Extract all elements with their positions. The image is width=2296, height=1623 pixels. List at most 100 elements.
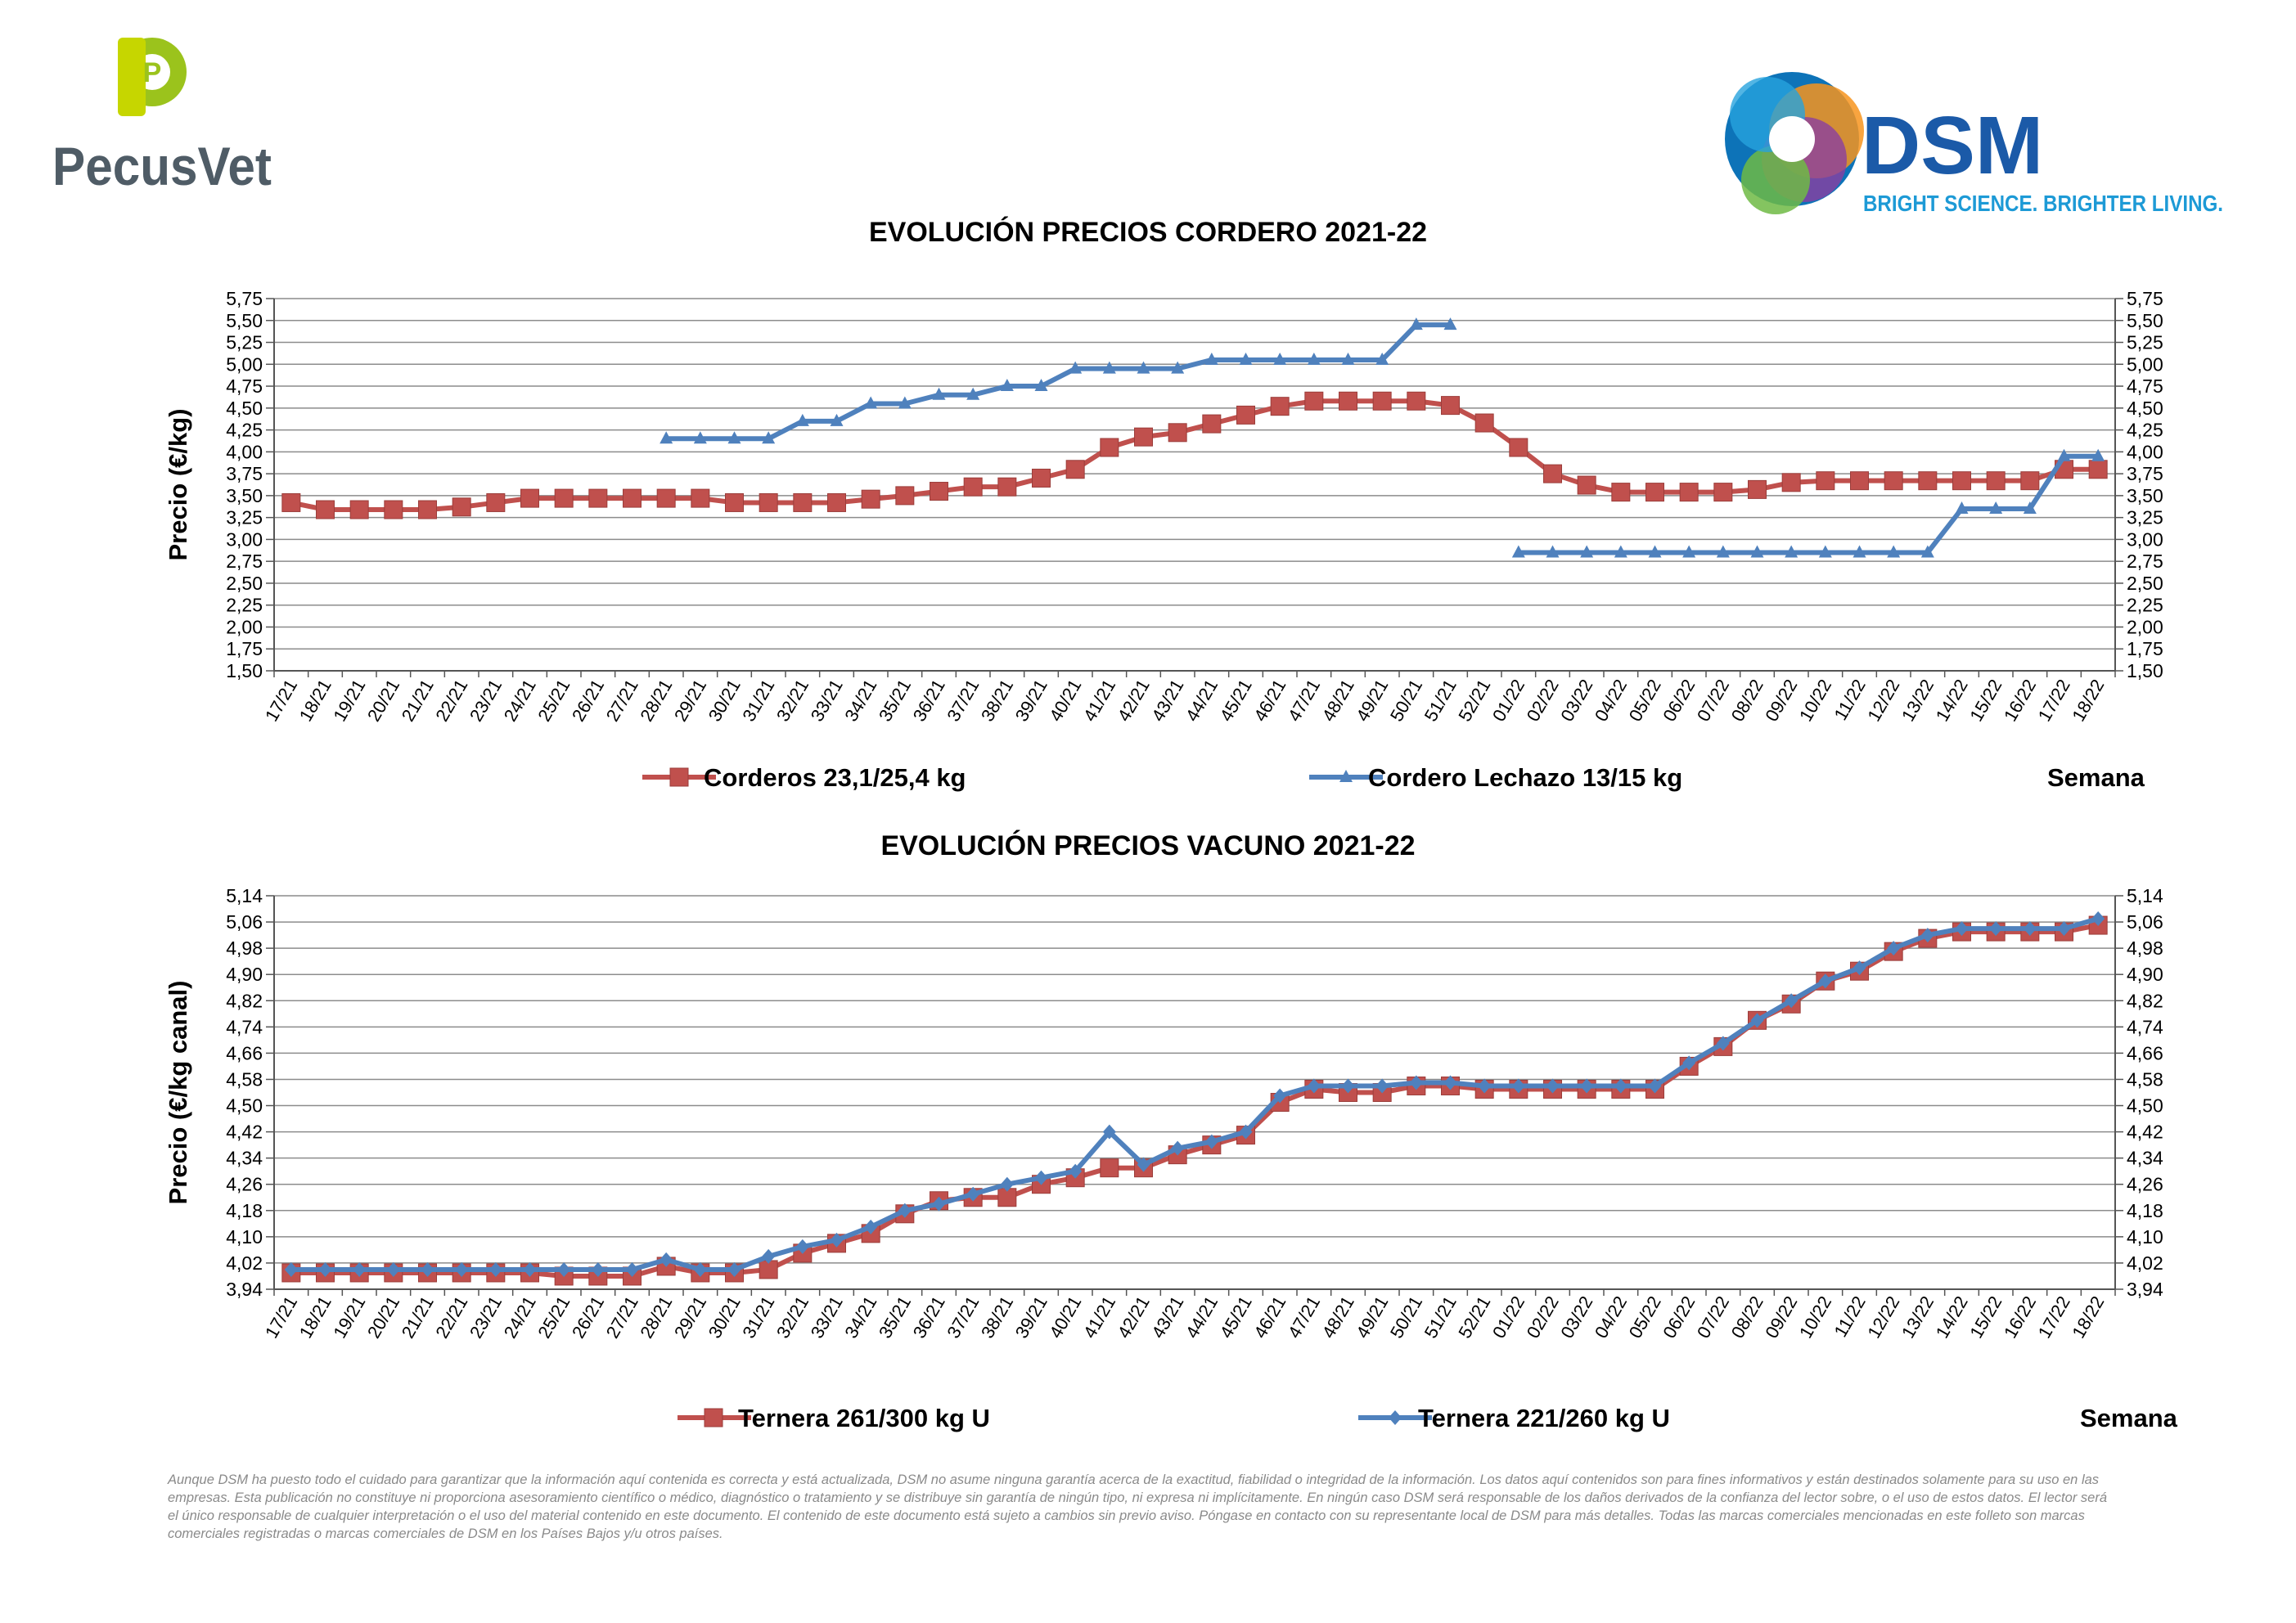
- x-tick-label: 48/21: [1318, 1293, 1358, 1342]
- x-tick-label: 22/21: [431, 676, 471, 725]
- x-tick-label: 17/21: [261, 676, 301, 725]
- data-point: [1137, 1157, 1150, 1172]
- data-point: [660, 431, 673, 444]
- data-point: [693, 1261, 707, 1277]
- y-tick-label: 5,50: [226, 310, 263, 331]
- data-point: [1137, 361, 1150, 374]
- data-point: [1341, 1078, 1355, 1094]
- data-point: [864, 396, 878, 409]
- data-point: [1307, 1078, 1321, 1094]
- y-tick-label: 5,06: [226, 911, 263, 933]
- x-tick-label: 29/21: [670, 1293, 710, 1342]
- series-1: [281, 915, 2108, 1286]
- data-point: [727, 1261, 741, 1277]
- x-tick-label: 03/22: [1556, 1293, 1596, 1342]
- data-point: [2023, 921, 2037, 937]
- data-point: [1781, 473, 1801, 492]
- y-tick-label: 3,50: [226, 485, 263, 506]
- data-point: [623, 488, 642, 508]
- data-point: [1785, 993, 1799, 1009]
- x-tick-label: 27/21: [602, 1293, 642, 1342]
- data-point: [1065, 460, 1085, 479]
- data-point: [1679, 483, 1699, 502]
- data-point: [554, 488, 574, 508]
- y-tick-label-right: 1,50: [2127, 660, 2163, 681]
- pecusvet-logo-letter: P: [143, 57, 162, 88]
- x-tick-label: 34/21: [840, 1293, 880, 1342]
- x-tick-label: 42/21: [1114, 676, 1154, 725]
- y-tick-label-right: 4,98: [2127, 937, 2163, 959]
- x-tick-label: 24/21: [500, 676, 540, 725]
- data-point: [1887, 941, 1901, 956]
- data-point: [1375, 352, 1389, 365]
- y-tick-label: 4,90: [226, 964, 263, 985]
- x-tick-label: 37/21: [943, 676, 983, 725]
- data-point: [830, 1232, 844, 1248]
- x-tick-label: 18/22: [2068, 1293, 2108, 1342]
- data-point: [1648, 545, 1662, 558]
- y-tick-label-right: 3,25: [2127, 507, 2163, 528]
- series-line: [1518, 453, 2099, 555]
- y-tick-label: 4,34: [226, 1148, 263, 1169]
- x-tick-label: 45/21: [1216, 676, 1256, 725]
- data-point: [1168, 423, 1187, 443]
- x-tick-label: 33/21: [807, 676, 847, 725]
- x-tick-label: 07/22: [1693, 676, 1733, 725]
- data-point: [557, 1261, 571, 1277]
- x-tick-label: 32/21: [772, 1293, 813, 1342]
- data-point: [452, 497, 471, 517]
- y-tick-label-right: 3,50: [2127, 485, 2163, 506]
- y-tick-label-right: 5,06: [2127, 911, 2163, 933]
- data-point: [1920, 545, 1934, 558]
- legend-label: Cordero Lechazo 13/15 kg: [1368, 763, 1682, 792]
- data-point: [625, 1261, 639, 1277]
- x-tick-label: 40/21: [1045, 1293, 1085, 1342]
- data-point: [1920, 928, 1934, 943]
- y-tick-label: 4,42: [226, 1122, 263, 1143]
- x-tick-label: 25/21: [533, 676, 574, 725]
- y-tick-label-right: 3,75: [2127, 463, 2163, 484]
- y-tick-label: 2,25: [226, 595, 263, 616]
- y-tick-label-right: 4,34: [2127, 1148, 2163, 1169]
- disclaimer-text: Aunque DSM ha puesto todo el cuidado par…: [168, 1472, 2107, 1541]
- x-tick-label: 03/22: [1556, 676, 1596, 725]
- x-tick-label: 14/22: [1932, 676, 1972, 725]
- y-tick-label: 3,25: [226, 507, 263, 528]
- x-tick-label: 10/22: [1795, 676, 1835, 725]
- data-point: [966, 1186, 980, 1202]
- data-point: [588, 488, 608, 508]
- data-point: [1511, 545, 1525, 558]
- x-tick-label: 47/21: [1284, 676, 1324, 725]
- data-point: [2023, 501, 2037, 514]
- x-tick-label: 21/21: [398, 1293, 438, 1342]
- legend-marker: [669, 767, 689, 787]
- x-tick-label: 10/22: [1795, 1293, 1835, 1342]
- y-tick-label-right: 4,42: [2127, 1122, 2163, 1143]
- data-point: [693, 431, 707, 444]
- data-point: [725, 492, 744, 512]
- data-point: [1750, 1013, 1764, 1028]
- data-point: [1750, 545, 1764, 558]
- x-tick-label: 19/21: [329, 1293, 369, 1342]
- data-point: [2057, 448, 2071, 461]
- y-tick-label-right: 4,82: [2127, 990, 2163, 1011]
- x-tick-label: 36/21: [909, 1293, 949, 1342]
- y-axis-label: Precio (€/kg): [164, 408, 192, 560]
- lamb-price-chart: EVOLUCIÓN PRECIOS CORDERO 2021-22 1,50 1,5…: [164, 217, 2163, 792]
- x-tick-label: 51/21: [1420, 1293, 1461, 1342]
- x-tick-label: 07/22: [1693, 1293, 1733, 1342]
- data-point: [1543, 464, 1562, 483]
- x-tick-label: 36/21: [909, 676, 949, 725]
- x-tick-label: 18/21: [295, 1293, 335, 1342]
- y-tick-label-right: 4,58: [2127, 1068, 2163, 1090]
- data-point: [932, 387, 946, 400]
- data-point: [2091, 448, 2105, 461]
- x-tick-label: 47/21: [1284, 1293, 1324, 1342]
- x-tick-label: 18/21: [295, 676, 335, 725]
- y-tick-label-right: 4,66: [2127, 1042, 2163, 1063]
- x-tick-label: 45/21: [1216, 1293, 1256, 1342]
- x-tick-label: 23/21: [466, 1293, 506, 1342]
- x-tick-label: 30/21: [705, 676, 745, 725]
- data-point: [353, 1261, 367, 1277]
- data-point: [2020, 471, 2040, 491]
